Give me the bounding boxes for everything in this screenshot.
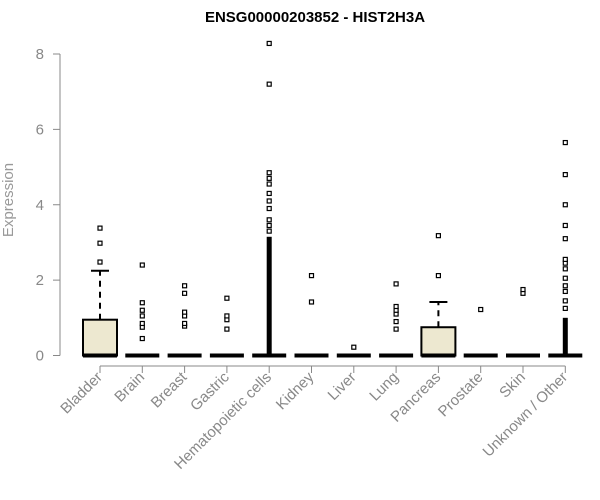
box — [82, 318, 118, 357]
outlier-point — [266, 198, 272, 204]
box — [420, 326, 457, 357]
outlier-point — [139, 313, 145, 319]
outlier-point — [182, 290, 188, 296]
y-tick-label: 0 — [36, 348, 44, 365]
outlier-point — [520, 286, 526, 293]
box-group — [82, 225, 118, 358]
outlier-point — [562, 172, 568, 178]
outlier-point — [266, 40, 272, 47]
y-tick-label: 8 — [36, 46, 44, 63]
outlier-point — [562, 202, 568, 208]
outlier-point — [435, 273, 441, 279]
outlier-point — [393, 318, 399, 325]
outlier-point — [562, 283, 568, 289]
outlier-point — [139, 307, 145, 313]
x-tick-label: Skin — [496, 369, 529, 402]
outlier-point — [562, 275, 568, 281]
y-axis-label: Expression — [0, 163, 17, 237]
outlier-point — [266, 217, 272, 223]
box-group — [252, 40, 287, 358]
x-tick-label: Brain — [111, 369, 148, 406]
outlier-point — [182, 320, 188, 327]
outlier-point — [562, 256, 568, 262]
outlier-point — [97, 240, 103, 246]
outlier-point — [435, 233, 441, 239]
outlier-point — [562, 298, 568, 304]
y-tick-label: 4 — [36, 197, 44, 214]
box-group — [548, 139, 583, 358]
box-group — [420, 233, 457, 358]
x-tick-label: Kidney — [273, 368, 318, 413]
box-group — [463, 306, 498, 358]
outlier-point — [139, 300, 145, 306]
outlier-point — [562, 139, 568, 146]
outlier-point — [139, 335, 145, 342]
outlier-point — [97, 259, 103, 265]
y-tick-label: 2 — [36, 272, 44, 289]
box-group — [125, 262, 160, 358]
box-group — [506, 286, 540, 358]
outlier-point — [393, 303, 399, 310]
outlier-point — [266, 190, 272, 197]
outlier-point — [351, 344, 357, 350]
outlier-point — [266, 81, 272, 87]
outlier-dense-band — [266, 236, 272, 354]
outlier-point — [562, 288, 568, 295]
outlier-point — [139, 262, 145, 268]
y-tick-label: 6 — [36, 121, 44, 138]
x-tick-label: Liver — [325, 369, 360, 404]
outlier-point — [182, 309, 188, 315]
outlier-point — [266, 222, 272, 229]
x-tick-label: Bladder — [57, 369, 106, 418]
box-group — [379, 281, 414, 358]
outlier-point — [182, 283, 188, 289]
box-group — [336, 344, 371, 358]
outlier-point — [224, 313, 230, 319]
outlier-point — [97, 225, 103, 231]
outlier-point — [224, 326, 230, 332]
box-group — [209, 295, 244, 358]
x-tick-label: Breast — [148, 368, 191, 411]
outlier-point — [562, 236, 568, 242]
plot-area — [82, 40, 583, 358]
outlier-point — [224, 295, 230, 301]
outlier-point — [393, 281, 399, 287]
outlier-point — [266, 205, 272, 212]
outlier-point — [308, 299, 315, 305]
box-group — [294, 273, 329, 358]
box-group — [167, 283, 202, 358]
outlier-point — [266, 181, 272, 187]
x-tick-label: Prostate — [435, 369, 487, 421]
outlier-point — [393, 326, 399, 332]
outlier-point — [308, 273, 315, 279]
x-tick-label: Lung — [366, 369, 402, 405]
y-axis: 0 2 4 6 8 — [36, 46, 61, 365]
outlier-point — [562, 222, 568, 229]
outlier-point — [562, 305, 568, 311]
outlier-point — [266, 175, 272, 181]
outlier-point — [562, 266, 568, 272]
outlier-point — [266, 228, 272, 234]
chart-title: ENSG00000203852 - HIST2H3A — [205, 9, 425, 26]
outlier-point — [139, 320, 145, 327]
outlier-point — [478, 306, 484, 313]
outlier-dense-band — [562, 317, 568, 354]
outlier-point — [266, 170, 272, 176]
